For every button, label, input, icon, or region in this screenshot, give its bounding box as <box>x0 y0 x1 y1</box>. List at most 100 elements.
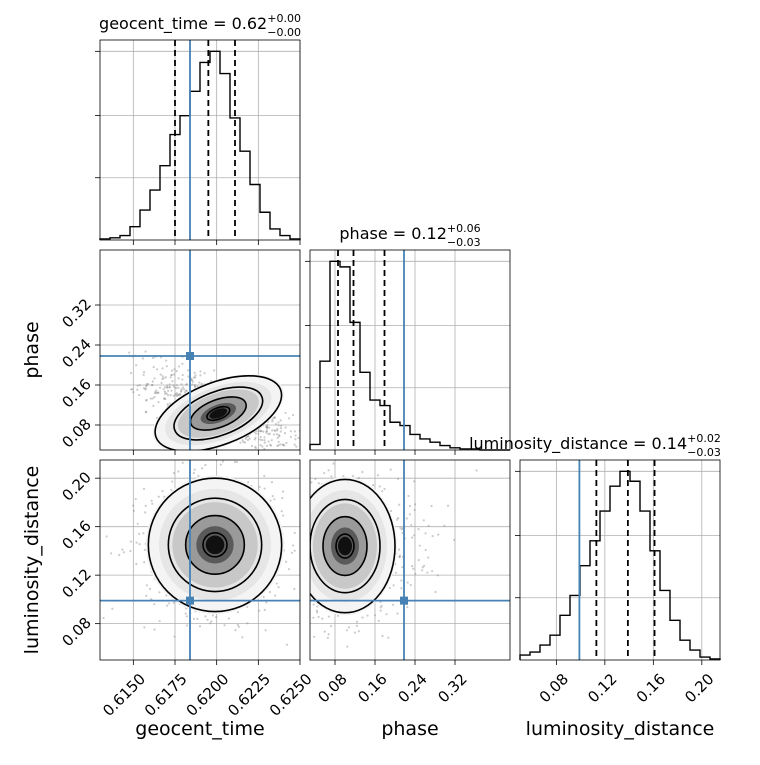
sample-point <box>253 438 256 441</box>
sample-point <box>181 362 184 365</box>
sample-point <box>423 564 426 567</box>
sample-point <box>142 487 146 491</box>
sample-point <box>173 635 176 638</box>
sample-point <box>162 377 165 380</box>
sample-point <box>254 436 257 439</box>
sample-point <box>121 548 124 551</box>
sample-point <box>396 518 399 521</box>
sample-point <box>259 435 262 439</box>
sample-point <box>181 386 185 389</box>
sample-point <box>475 469 478 472</box>
sample-point <box>307 580 309 582</box>
sample-point <box>430 504 433 508</box>
sample-point <box>410 523 413 527</box>
sample-point <box>304 580 306 582</box>
panel-2d-geocent_time-phase <box>95 250 315 455</box>
sample-point <box>234 629 237 632</box>
panel-2d-frame-2 <box>309 459 511 661</box>
sample-point <box>304 559 306 561</box>
sample-point <box>136 388 139 391</box>
sample-point <box>279 427 283 430</box>
truth-marker-2 <box>400 596 408 605</box>
sample-point <box>303 462 305 464</box>
sample-point <box>165 594 168 597</box>
sample-point <box>293 549 296 552</box>
sample-point <box>336 614 340 617</box>
sample-point <box>426 571 429 574</box>
sample-point <box>162 397 166 400</box>
sample-point <box>138 532 141 535</box>
sample-point <box>396 477 400 480</box>
sample-point <box>330 475 333 478</box>
sample-point <box>111 607 114 610</box>
sample-point <box>246 622 249 625</box>
sample-point <box>273 416 276 419</box>
sample-point <box>171 480 174 483</box>
sample-point <box>246 438 250 442</box>
sample-point <box>161 377 164 381</box>
sample-point <box>185 383 189 386</box>
sample-point <box>312 616 315 619</box>
sample-point <box>143 561 146 564</box>
sample-point <box>118 553 121 557</box>
xtick-label-geocent_time-2: 0.6200 <box>183 670 233 720</box>
sample-point <box>281 490 285 493</box>
sample-point <box>158 591 161 594</box>
sample-point <box>414 503 417 506</box>
sample-point <box>306 540 308 542</box>
sample-point <box>150 597 153 601</box>
sample-point <box>408 513 411 516</box>
sample-point <box>285 643 289 646</box>
sample-point <box>180 383 183 386</box>
sample-point <box>310 481 313 484</box>
sample-point <box>273 429 276 432</box>
sample-point <box>436 574 439 577</box>
sample-point <box>236 611 240 614</box>
ytick-label-phase-1: 0.16 <box>58 375 94 411</box>
sample-point <box>175 392 178 395</box>
sample-point <box>351 474 355 478</box>
sample-point <box>388 444 390 446</box>
sample-point <box>399 526 402 530</box>
sample-point <box>306 537 308 539</box>
sample-point <box>254 445 257 448</box>
sample-point <box>263 608 266 612</box>
sample-point <box>302 558 304 560</box>
sample-point <box>259 429 262 432</box>
sample-point <box>413 480 416 483</box>
truth-marker-0 <box>186 352 194 360</box>
sample-point <box>287 568 291 571</box>
sample-point <box>307 559 309 561</box>
sample-point <box>194 376 197 379</box>
sample-point <box>277 434 281 437</box>
title-text-luminosity_distance: luminosity_distance = 0.14 <box>469 434 687 454</box>
sample-point <box>145 385 148 388</box>
sample-point <box>156 368 159 371</box>
panel-2d-frame-1 <box>99 459 301 661</box>
sample-point <box>265 601 268 604</box>
sample-point <box>303 595 305 597</box>
sample-point <box>313 452 315 454</box>
sample-point <box>377 619 380 622</box>
sample-point <box>203 372 206 375</box>
sample-point <box>397 548 401 551</box>
contour-1 <box>173 386 264 441</box>
sample-point <box>390 509 393 513</box>
sample-point <box>302 570 304 572</box>
sample-point <box>136 522 139 525</box>
sample-point <box>265 426 269 429</box>
sample-point <box>277 421 280 424</box>
sample-point <box>138 394 141 397</box>
sample-point <box>327 469 330 472</box>
sample-point <box>166 393 170 397</box>
sample-point <box>204 463 207 467</box>
sample-point <box>327 615 330 618</box>
sample-point <box>305 551 307 553</box>
sample-point <box>155 392 158 395</box>
sample-point <box>414 572 417 576</box>
sample-point <box>163 386 166 389</box>
sample-point <box>413 534 416 537</box>
sample-point <box>266 457 268 459</box>
sample-point <box>401 566 404 569</box>
sample-point <box>151 356 155 360</box>
